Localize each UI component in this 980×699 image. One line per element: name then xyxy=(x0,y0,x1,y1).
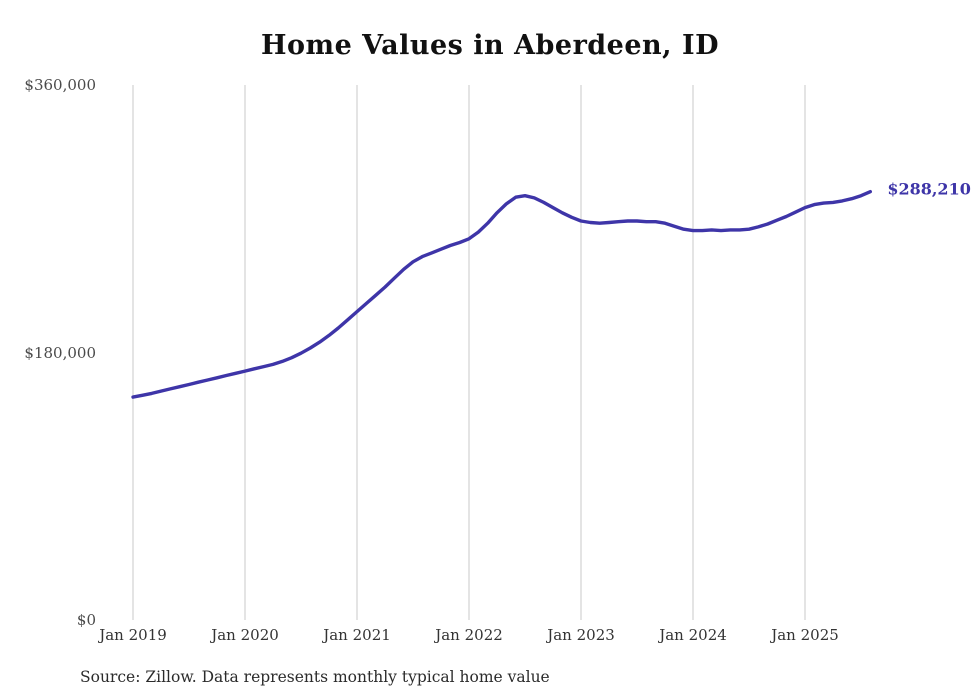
x-tick-label: Jan 2021 xyxy=(323,626,391,644)
x-tick-label: Jan 2025 xyxy=(771,626,839,644)
chart-title: Home Values in Aberdeen, ID xyxy=(260,30,720,61)
source-note: Source: Zillow. Data represents monthly … xyxy=(80,668,550,686)
x-tick-label: Jan 2019 xyxy=(99,626,167,644)
y-tick-label: $360,000 xyxy=(24,76,96,94)
x-tick-label: Jan 2020 xyxy=(211,626,279,644)
latest-value-label: $288,210 xyxy=(887,179,971,199)
home-value-series-line xyxy=(131,190,872,399)
y-tick-label: $180,000 xyxy=(24,343,96,362)
x-tick-label: Jan 2023 xyxy=(547,626,615,644)
x-tick-label: Jan 2024 xyxy=(659,626,727,644)
y-tick-label: $0 xyxy=(76,611,96,629)
x-tick-label: Jan 2022 xyxy=(435,626,503,644)
